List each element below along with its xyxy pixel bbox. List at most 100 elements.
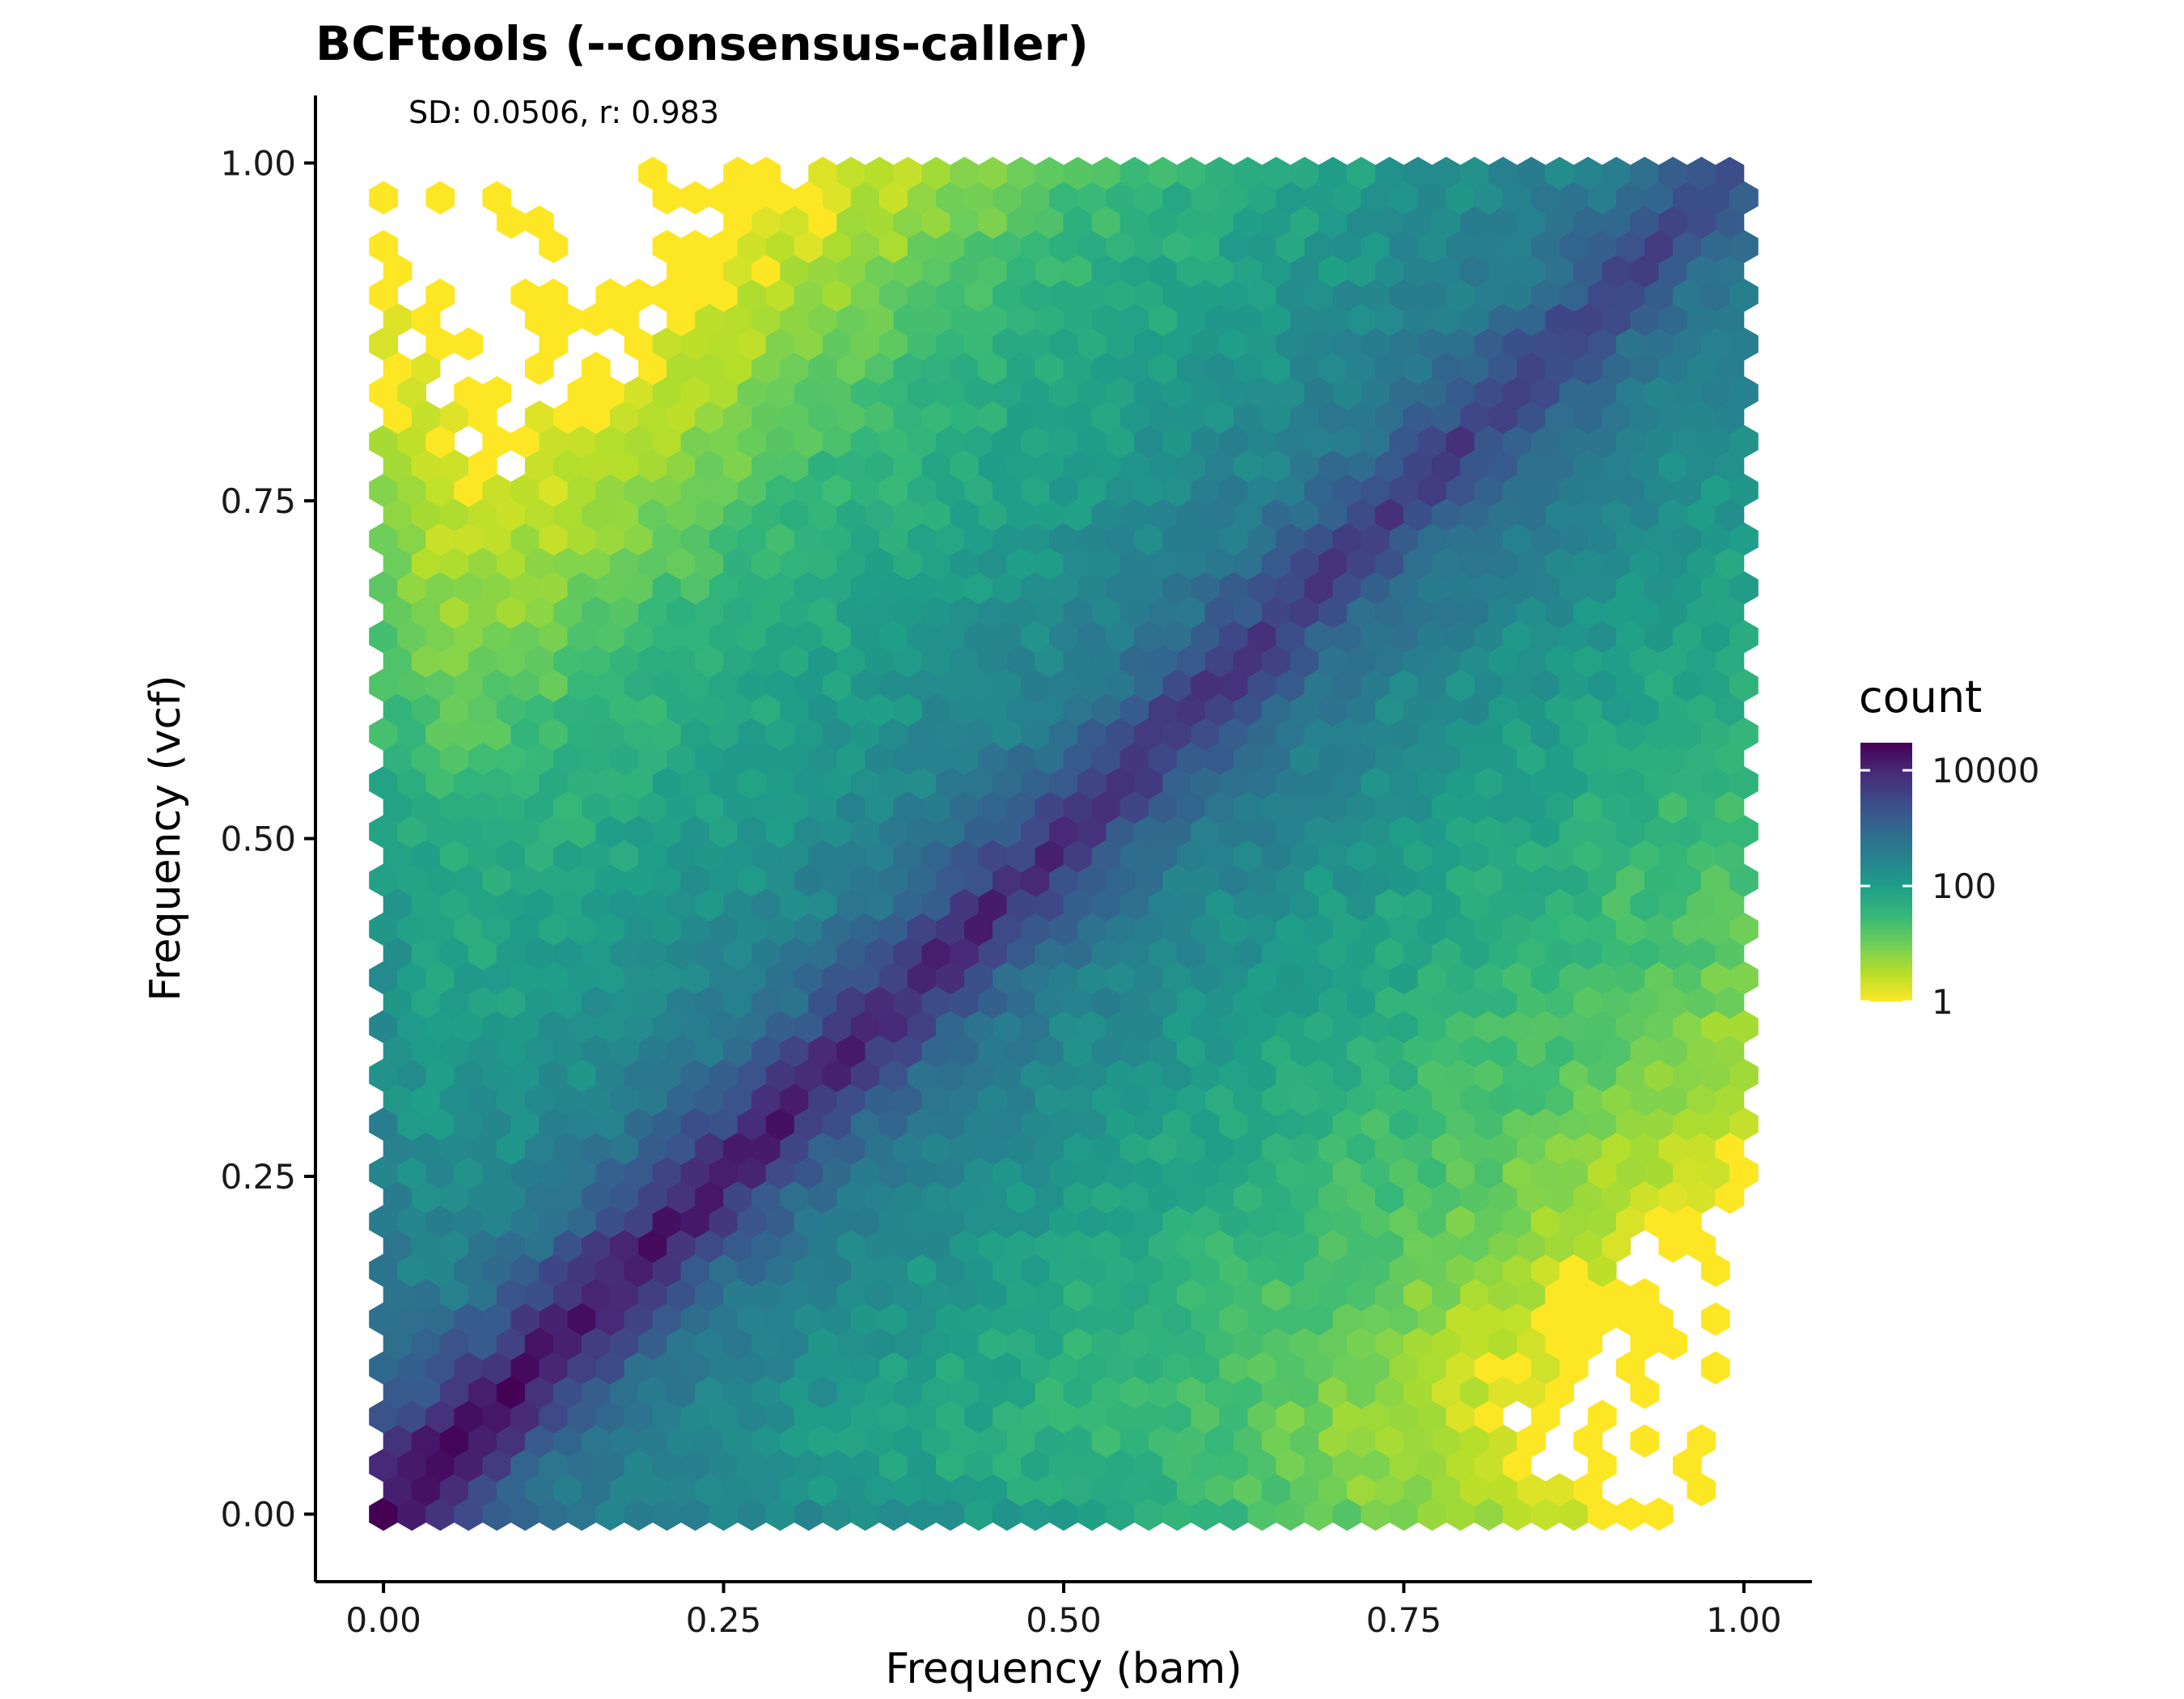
hex-bin — [978, 936, 1008, 971]
hex-bin — [836, 741, 866, 776]
hex-bin — [468, 1180, 497, 1214]
hex-bin — [836, 1229, 866, 1263]
hex-bin — [765, 912, 795, 946]
hex-bin — [865, 156, 895, 190]
hex-bin — [1615, 1010, 1645, 1044]
hex-bin — [1417, 766, 1447, 800]
hex-bin — [1091, 839, 1121, 873]
hex-bin — [1247, 230, 1277, 264]
hex-bin — [496, 936, 526, 971]
hex-bin — [723, 741, 752, 776]
hex-bin — [1233, 1083, 1263, 1116]
hex-bin — [1389, 1400, 1419, 1434]
hex-bin — [1502, 473, 1532, 507]
hex-bin — [1318, 888, 1348, 922]
hex-bin — [1701, 766, 1730, 800]
hex-bin — [1276, 1302, 1306, 1337]
colorbar — [1860, 743, 1912, 1002]
hex-bin — [1615, 815, 1645, 849]
hex-bin — [1530, 620, 1560, 654]
hex-bin — [1233, 254, 1263, 288]
hex-bin — [737, 570, 767, 605]
hex-bin — [978, 1034, 1008, 1068]
hex-bin — [1587, 912, 1617, 946]
hex-bin — [369, 717, 398, 751]
hex-bin — [1233, 205, 1263, 239]
hex-bin — [1375, 693, 1404, 727]
hex-bin — [1077, 1156, 1107, 1190]
hex-bin — [1276, 1205, 1306, 1239]
hex-bin — [1559, 1302, 1589, 1337]
hex-bin — [1204, 1034, 1234, 1068]
hex-bin — [964, 180, 993, 215]
hex-bin — [1134, 375, 1163, 410]
hex-bin — [1106, 912, 1135, 946]
hex-bin — [709, 1253, 739, 1287]
hex-bin — [510, 1107, 540, 1141]
hex-bin — [978, 1424, 1008, 1458]
hex-bin — [482, 863, 512, 897]
hex-bin — [638, 644, 667, 678]
hex-bin — [1673, 717, 1702, 751]
hex-bin — [1530, 230, 1560, 264]
hex-bin — [936, 912, 965, 946]
hex-bin — [1530, 473, 1560, 507]
hex-bin — [964, 1156, 993, 1190]
hex-bin — [1006, 595, 1036, 629]
hex-bin — [1120, 254, 1149, 288]
hex-bin — [680, 327, 710, 361]
hex-bin — [1233, 936, 1263, 971]
hex-bin — [1389, 522, 1419, 556]
hex-bin — [425, 1253, 455, 1287]
hex-bin — [808, 644, 837, 678]
hex-bin — [878, 278, 908, 312]
hex-bin — [1432, 1180, 1461, 1214]
hex-bin — [950, 741, 980, 776]
hex-bin — [1106, 815, 1135, 849]
hex-bin — [709, 1497, 739, 1532]
hex-bin — [1630, 644, 1660, 678]
hex-bin — [1432, 254, 1461, 288]
hex-bin — [1162, 1497, 1191, 1532]
hex-bin — [878, 1107, 908, 1141]
hex-bin — [1474, 425, 1504, 459]
hex-bin — [1219, 1351, 1249, 1385]
hex-bin — [1729, 1107, 1759, 1141]
hex-bin — [1573, 400, 1603, 434]
hex-bin — [439, 1327, 469, 1361]
hex-bin — [1530, 570, 1560, 605]
hex-bin — [822, 668, 852, 702]
hex-bin — [1077, 473, 1107, 507]
hex-bin — [1445, 375, 1475, 410]
hex-bin — [610, 303, 639, 337]
hex-bin — [524, 546, 554, 580]
hex-bin — [695, 1131, 724, 1166]
hex-bin — [695, 546, 724, 580]
hex-bin — [1673, 230, 1702, 264]
hex-bin — [652, 961, 682, 995]
hex-bin — [468, 498, 497, 532]
hex-bin — [1658, 303, 1688, 337]
hex-bin — [1729, 961, 1759, 995]
hex-bin — [751, 985, 781, 1019]
hex-bin — [865, 1180, 895, 1214]
hex-bin — [638, 1034, 667, 1068]
hex-bin — [907, 230, 937, 264]
hex-bin — [921, 351, 951, 385]
hex-bin — [964, 1010, 993, 1044]
hex-bin — [1219, 180, 1249, 215]
hex-bin — [765, 1156, 795, 1190]
hex-bin — [652, 717, 682, 751]
hex-bin — [1191, 668, 1221, 702]
hex-bin — [1445, 1400, 1475, 1434]
hex-bin — [1318, 1472, 1348, 1506]
hex-bin — [510, 1302, 540, 1337]
hex-bin — [1162, 1010, 1191, 1044]
hex-bin — [595, 620, 625, 654]
hex-bin — [1332, 1448, 1362, 1482]
hex-bin — [765, 473, 795, 507]
hex-bin — [680, 1156, 710, 1190]
hex-bin — [1006, 498, 1036, 532]
hex-bin — [439, 1131, 469, 1166]
hex-bin — [1403, 1229, 1433, 1263]
